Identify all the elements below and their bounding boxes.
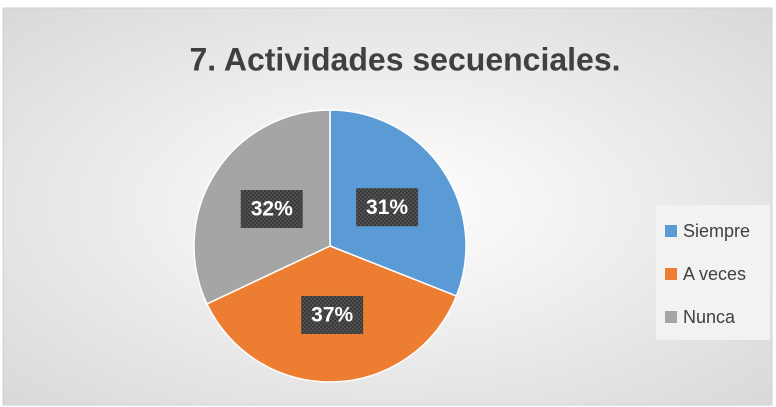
legend-swatch (665, 268, 677, 280)
legend-swatch (665, 225, 677, 237)
legend-label: Siempre (683, 221, 750, 241)
chart-title: 7. Actividades secuenciales. (189, 41, 620, 77)
data-label-box (240, 190, 303, 229)
legend-label: A veces (683, 264, 746, 284)
data-label: 37% (311, 304, 353, 327)
legend-swatch (665, 311, 677, 323)
legend-label: Nunca (683, 307, 736, 327)
data-label-box (301, 295, 364, 334)
data-label: 32% (251, 198, 293, 221)
data-label-box (356, 188, 419, 227)
data-label: 31% (366, 196, 408, 219)
